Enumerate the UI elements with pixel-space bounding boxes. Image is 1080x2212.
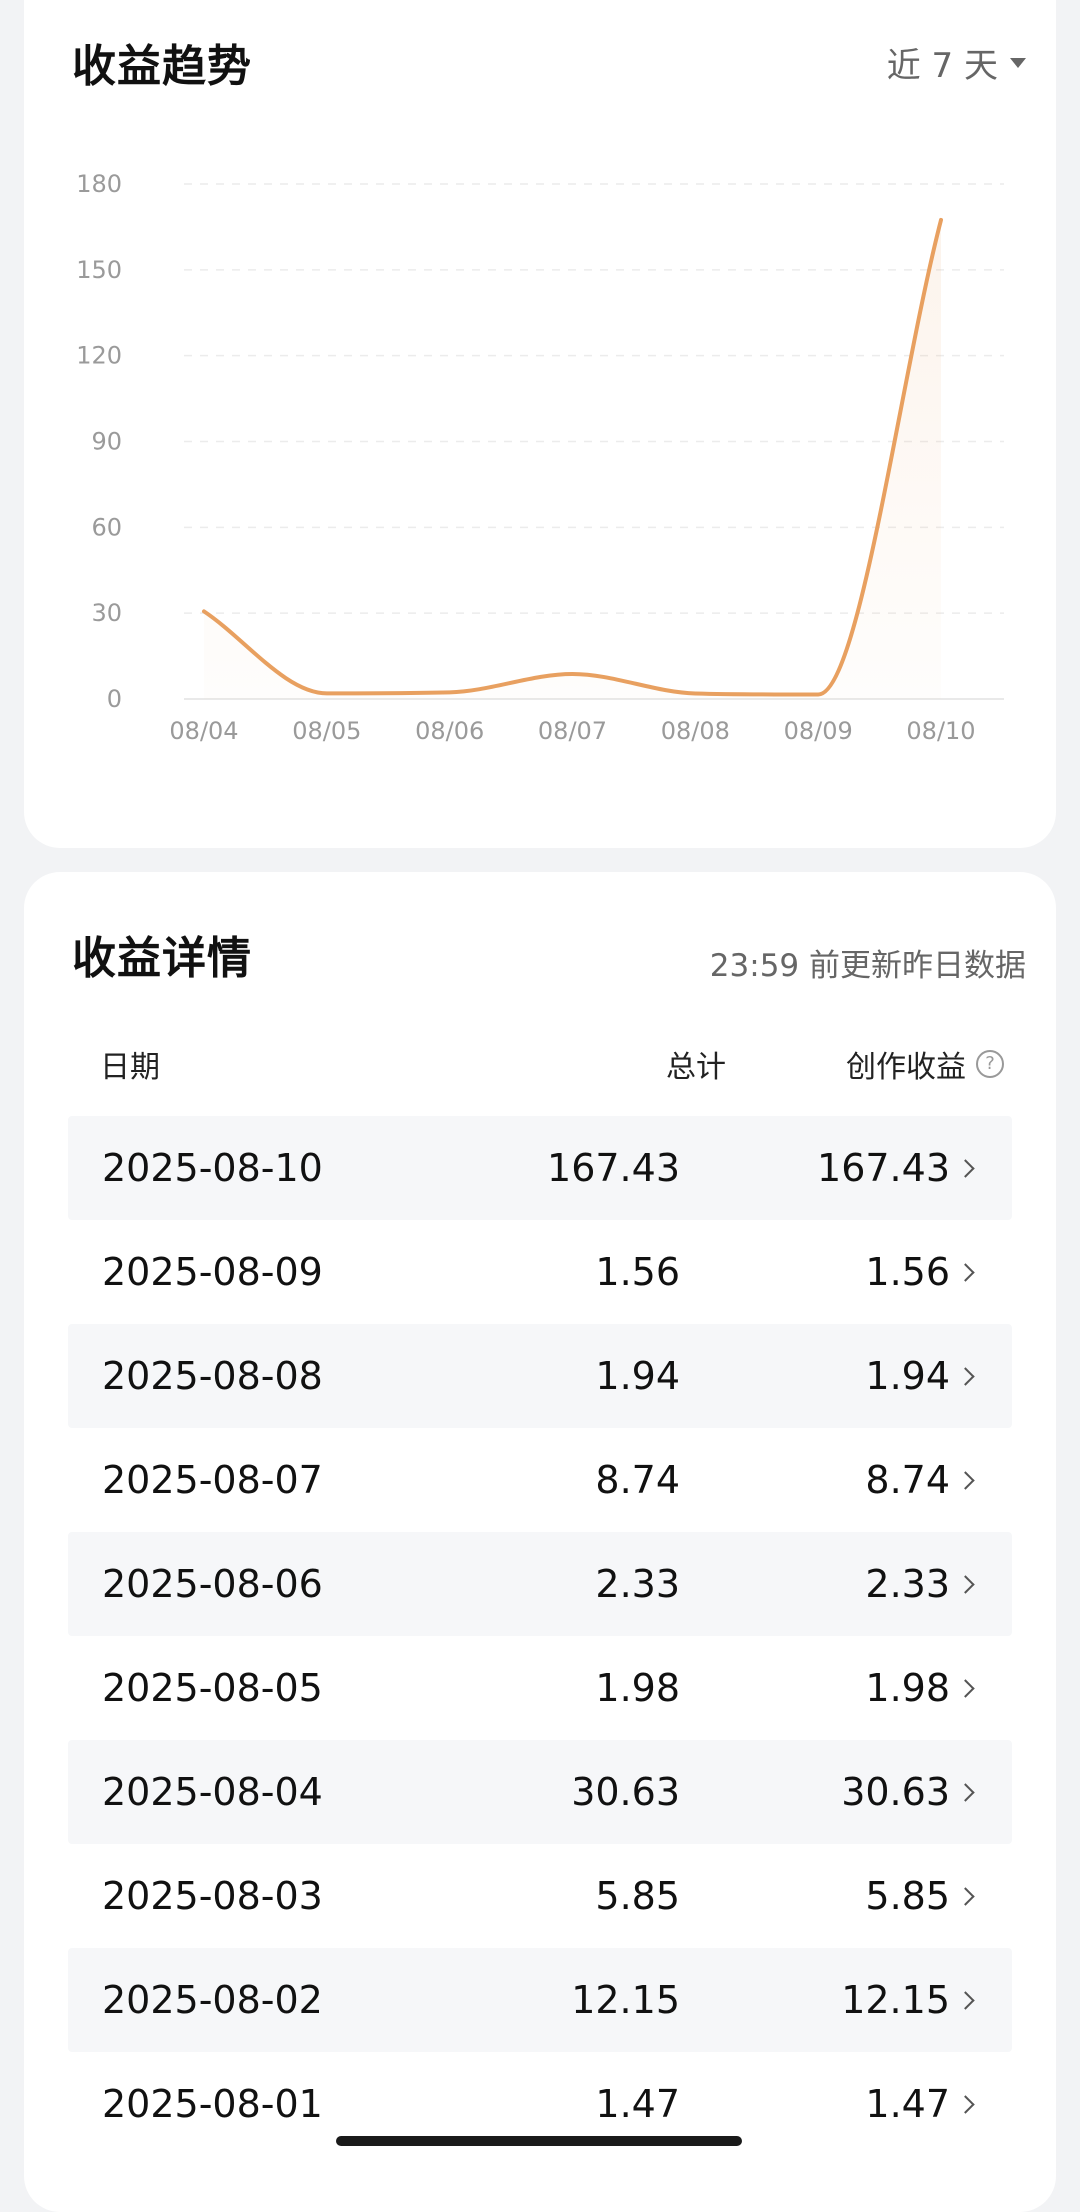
row-total: 1.98 [595, 1666, 680, 1710]
y-tick-label: 150 [76, 256, 122, 284]
x-tick-label: 08/06 [415, 717, 484, 745]
y-tick-label: 120 [76, 342, 122, 370]
home-indicator [336, 2136, 742, 2146]
row-date: 2025-08-03 [102, 1874, 323, 1918]
y-tick-label: 180 [76, 170, 122, 198]
row-date: 2025-08-09 [102, 1250, 323, 1294]
row-total: 30.63 [571, 1770, 680, 1814]
x-tick-label: 08/08 [661, 717, 730, 745]
caret-down-icon [1010, 57, 1026, 68]
earnings-table: 2025-08-10 167.43 167.43 2025-08-09 1.56 1.56… [68, 1116, 1012, 2156]
row-earning: 2.33 [865, 1562, 950, 1606]
row-date: 2025-08-05 [102, 1666, 323, 1710]
help-icon[interactable]: ? [976, 1050, 1004, 1078]
x-tick-label: 08/07 [538, 717, 607, 745]
chevron-right-icon[interactable] [956, 1574, 975, 1594]
chevron-right-icon[interactable] [956, 1782, 975, 1802]
table-row[interactable]: 2025-08-09 1.56 1.56 [68, 1220, 1012, 1324]
row-date: 2025-08-01 [102, 2082, 323, 2126]
row-total: 1.56 [595, 1250, 680, 1294]
chevron-right-icon[interactable] [956, 1678, 975, 1698]
range-dropdown[interactable]: 近 7 天 [887, 38, 1026, 87]
row-date: 2025-08-02 [102, 1978, 323, 2022]
table-row[interactable]: 2025-08-04 30.63 30.63 [68, 1740, 1012, 1844]
table-row[interactable]: 2025-08-05 1.98 1.98 [68, 1636, 1012, 1740]
table-row[interactable]: 2025-08-03 5.85 5.85 [68, 1844, 1012, 1948]
row-earning: 1.47 [865, 2082, 950, 2126]
row-total: 5.85 [595, 1874, 680, 1918]
table-row[interactable]: 2025-08-10 167.43 167.43 [68, 1116, 1012, 1220]
row-earning: 30.63 [841, 1770, 950, 1814]
chevron-right-icon[interactable] [956, 2094, 975, 2114]
column-header-earning-label: 创作收益 [846, 1050, 966, 1085]
y-tick-label: 30 [91, 599, 122, 627]
x-tick-label: 08/05 [292, 717, 361, 745]
row-date: 2025-08-10 [102, 1146, 323, 1190]
chevron-right-icon[interactable] [956, 1366, 975, 1386]
earnings-trend-card: 收益趋势 近 7 天 0 30 60 90 120 150 180 08/04 08/05 08/… [24, 0, 1056, 848]
chevron-right-icon[interactable] [956, 1158, 975, 1178]
row-date: 2025-08-07 [102, 1458, 323, 1502]
earnings-detail-card: 收益详情 23:59 前更新昨日数据 日期 总计 创作收益 ? 2025-08-… [24, 872, 1056, 2212]
column-header-total: 总计 [666, 1050, 726, 1085]
row-date: 2025-08-08 [102, 1354, 323, 1398]
row-date: 2025-08-06 [102, 1562, 323, 1606]
row-total: 167.43 [547, 1146, 680, 1190]
chevron-right-icon[interactable] [956, 1470, 975, 1490]
chevron-right-icon[interactable] [956, 1262, 975, 1282]
table-row[interactable]: 2025-08-08 1.94 1.94 [68, 1324, 1012, 1428]
x-tick-label: 08/09 [784, 717, 853, 745]
row-earning: 12.15 [841, 1978, 950, 2022]
column-header-earning: 创作收益 ? [846, 1042, 1004, 1086]
row-earning: 1.98 [865, 1666, 950, 1710]
table-row[interactable]: 2025-08-02 12.15 12.15 [68, 1948, 1012, 2052]
column-header-date: 日期 [100, 1050, 160, 1085]
series-area [204, 219, 941, 699]
row-earning: 1.94 [865, 1354, 950, 1398]
earnings-line-chart: 0 30 60 90 120 150 180 08/04 08/05 08/06 08/07 08/0… [76, 170, 1004, 745]
row-earning: 5.85 [865, 1874, 950, 1918]
x-tick-label: 08/04 [169, 717, 238, 745]
row-earning: 1.56 [865, 1250, 950, 1294]
y-tick-label: 60 [91, 513, 122, 541]
series-line [202, 217, 943, 697]
x-tick-label: 08/10 [906, 717, 975, 745]
row-earning: 8.74 [865, 1458, 950, 1502]
row-earning: 167.43 [817, 1146, 950, 1190]
detail-title: 收益详情 [72, 933, 252, 984]
row-total: 8.74 [595, 1458, 680, 1502]
row-date: 2025-08-04 [102, 1770, 323, 1814]
update-note: 23:59 前更新昨日数据 [709, 948, 1026, 984]
trend-title: 收益趋势 [72, 41, 252, 92]
row-total: 2.33 [595, 1562, 680, 1606]
y-tick-label: 0 [107, 685, 122, 713]
table-row[interactable]: 2025-08-06 2.33 2.33 [68, 1532, 1012, 1636]
chevron-right-icon[interactable] [956, 1990, 975, 2010]
y-tick-label: 90 [91, 428, 122, 456]
range-label: 近 7 天 [886, 46, 998, 86]
row-total: 1.94 [595, 1354, 680, 1398]
row-total: 1.47 [595, 2082, 680, 2126]
chevron-right-icon[interactable] [956, 1886, 975, 1906]
table-row[interactable]: 2025-08-07 8.74 8.74 [68, 1428, 1012, 1532]
row-total: 12.15 [571, 1978, 680, 2022]
table-row[interactable]: 2025-08-01 1.47 1.47 [68, 2052, 1012, 2156]
